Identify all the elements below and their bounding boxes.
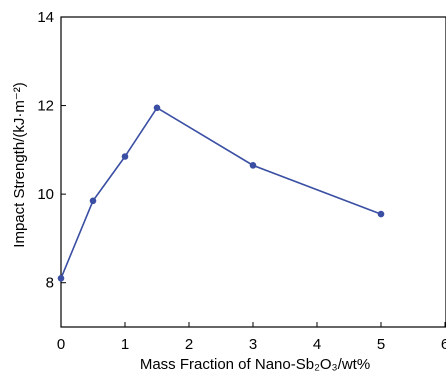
x-tick-label: 6 <box>441 336 446 353</box>
plot-frame <box>60 16 446 328</box>
data-points <box>57 104 385 282</box>
x-axis-label: Mass Fraction of Nano-Sb₂O₃/wt% <box>140 356 370 373</box>
ticks <box>60 16 446 327</box>
x-tick-label: 1 <box>121 336 129 353</box>
data-point <box>153 104 161 112</box>
data-point <box>377 210 385 218</box>
series-line <box>60 106 382 279</box>
x-tick-label: 3 <box>249 336 257 353</box>
y-tick-label: 14 <box>37 9 54 26</box>
x-tick-label: 0 <box>57 336 65 353</box>
data-point <box>57 274 65 282</box>
y-tick-label: 8 <box>46 275 54 292</box>
x-tick-label: 4 <box>313 336 321 353</box>
x-tick-label: 5 <box>377 336 385 353</box>
data-point <box>249 162 257 169</box>
y-tick-label: 10 <box>37 186 54 203</box>
y-tick-label: 12 <box>37 98 54 115</box>
y-axis-label: Impact Strength/(kJ·m⁻²) <box>11 82 28 247</box>
x-tick-label: 2 <box>185 336 193 353</box>
data-point <box>121 153 129 160</box>
data-point <box>89 197 97 205</box>
